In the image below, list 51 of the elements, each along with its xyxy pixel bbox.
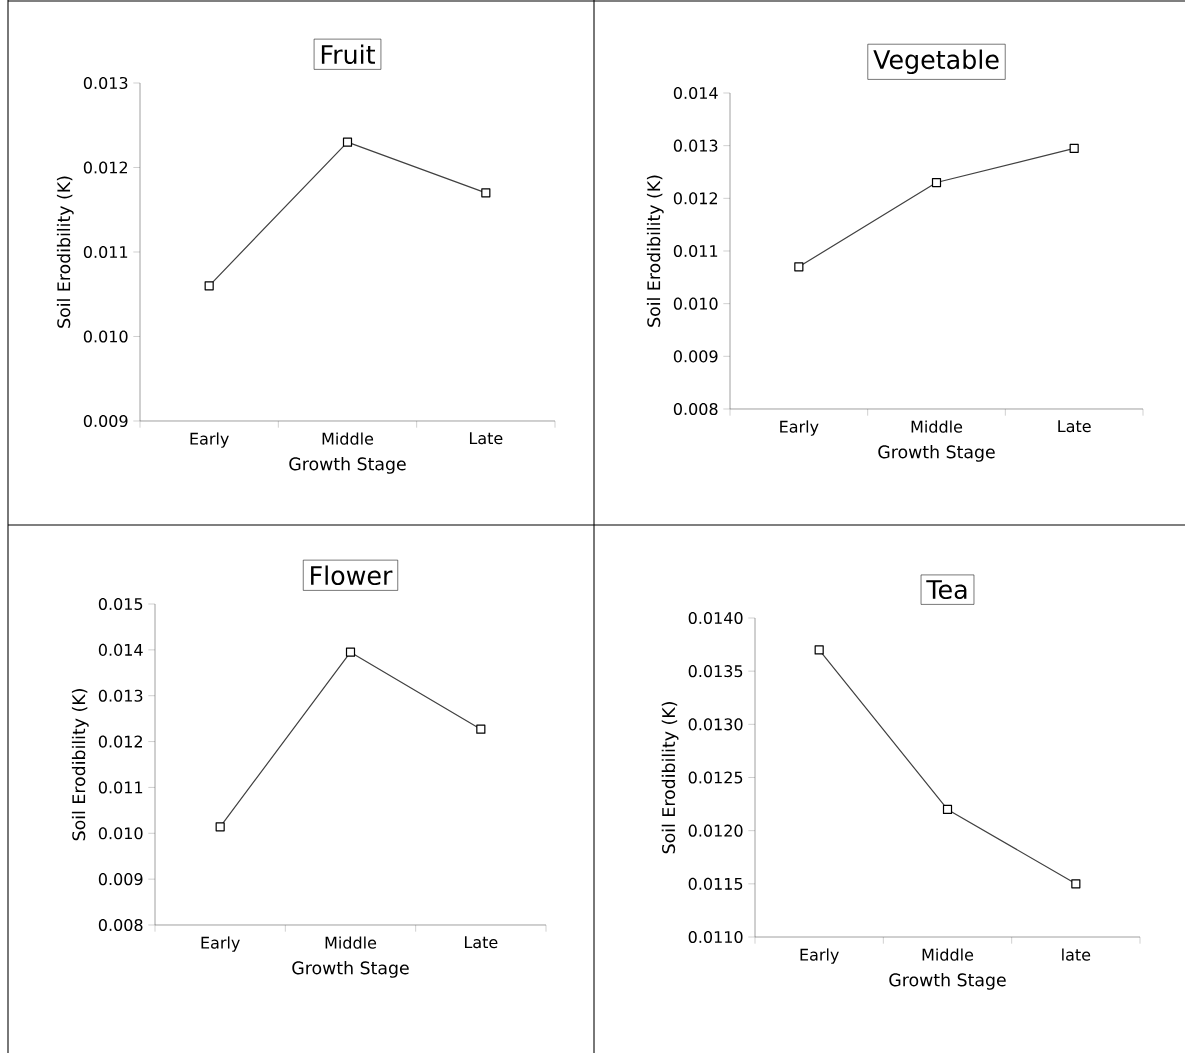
x-tick-label: Early (800, 948, 839, 964)
x-tick-label: Late (1058, 420, 1091, 433)
y-tick-label: 0.013 (673, 139, 718, 152)
y-tick-label: 0.008 (98, 918, 143, 932)
x-tick-label: Early (201, 936, 240, 952)
y-tick-label: 0.011 (98, 781, 143, 794)
y-axis-title: Soil Erodibility (K) (56, 176, 74, 328)
x-tick-label: late (1062, 948, 1091, 961)
y-tick-label: 0.009 (83, 414, 128, 428)
y-tick-label: 0.011 (83, 245, 128, 259)
x-tick-label: Early (190, 432, 229, 448)
y-tick-label: 0.010 (98, 827, 143, 840)
chart-title: Flower (311, 565, 393, 586)
y-tick-label: 0.0125 (688, 771, 743, 784)
y-tick-label: 0.008 (673, 402, 718, 416)
y-tick-label: 0.0140 (688, 611, 743, 625)
chart-title: Tea (926, 580, 967, 600)
y-axis-title: Soil Erodibility (K) (661, 702, 679, 854)
y-tick-label: 0.014 (98, 643, 143, 656)
x-tick-label: Late (469, 432, 503, 445)
y-tick-label: 0.012 (98, 735, 143, 748)
y-tick-label: 0.013 (98, 689, 143, 702)
y-tick-label: 0.0120 (688, 824, 743, 837)
y-tick-label: 0.0135 (688, 665, 743, 678)
y-tick-label: 0.0110 (688, 930, 743, 944)
y-tick-label: 0.009 (673, 350, 718, 363)
y-tick-label: 0.014 (673, 86, 718, 100)
x-axis-title: Growth Stage (292, 961, 409, 978)
y-tick-label: 0.012 (83, 161, 128, 174)
x-axis-title: Growth Stage (889, 973, 1006, 990)
x-tick-label: Middle (322, 432, 374, 445)
x-axis-title: Growth Stage (289, 457, 406, 474)
y-tick-label: 0.011 (673, 244, 718, 258)
y-axis-title: Soil Erodibility (K) (71, 689, 89, 841)
y-tick-label: 0.0130 (688, 718, 743, 731)
x-tick-label: Middle (325, 936, 377, 949)
y-tick-label: 0.010 (83, 330, 128, 343)
x-tick-label: Early (780, 420, 819, 436)
x-axis-title: Growth Stage (878, 445, 995, 462)
y-axis-title: Soil Erodibility (K) (646, 175, 664, 327)
y-tick-label: 0.015 (98, 597, 143, 611)
x-tick-label: Middle (911, 420, 963, 433)
y-tick-label: 0.0115 (688, 877, 743, 890)
y-tick-label: 0.010 (673, 297, 718, 310)
chart-title: Fruit (321, 44, 375, 65)
x-tick-label: Middle (922, 948, 974, 961)
x-tick-label: Late (464, 936, 498, 949)
chart-title: Vegetable (873, 49, 999, 75)
y-tick-label: 0.012 (673, 192, 718, 205)
y-tick-label: 0.009 (98, 873, 143, 886)
y-tick-label: 0.013 (83, 76, 128, 90)
